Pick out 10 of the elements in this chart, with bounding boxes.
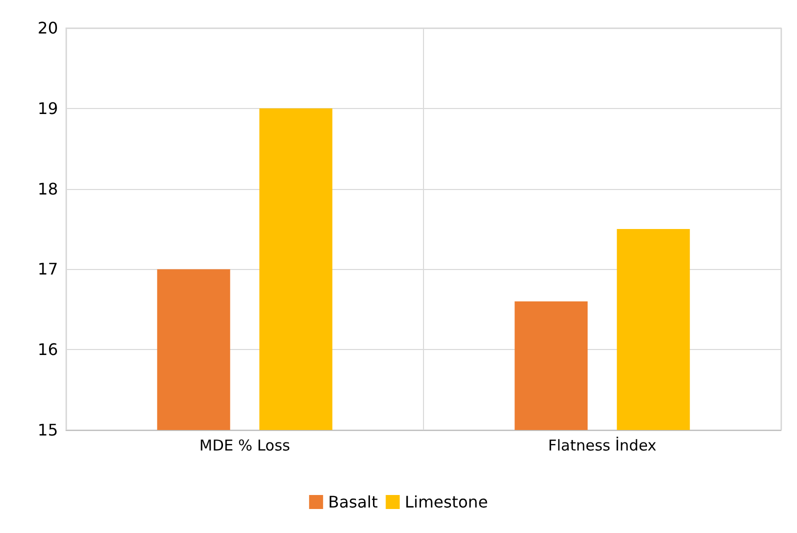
x-tick-label: Flatness İndex [548, 436, 657, 454]
y-tick-label: 17 [38, 260, 58, 279]
legend-label: Basalt [328, 492, 378, 512]
y-tick-label: 19 [38, 98, 58, 118]
y-tick-label: 20 [38, 18, 58, 38]
legend-label: Limestone [404, 492, 488, 512]
y-tick-label: 16 [38, 340, 58, 360]
x-tick-label: MDE % Loss [199, 436, 290, 454]
y-tick-label: 18 [38, 179, 58, 198]
y-tick-label: 15 [38, 420, 58, 440]
